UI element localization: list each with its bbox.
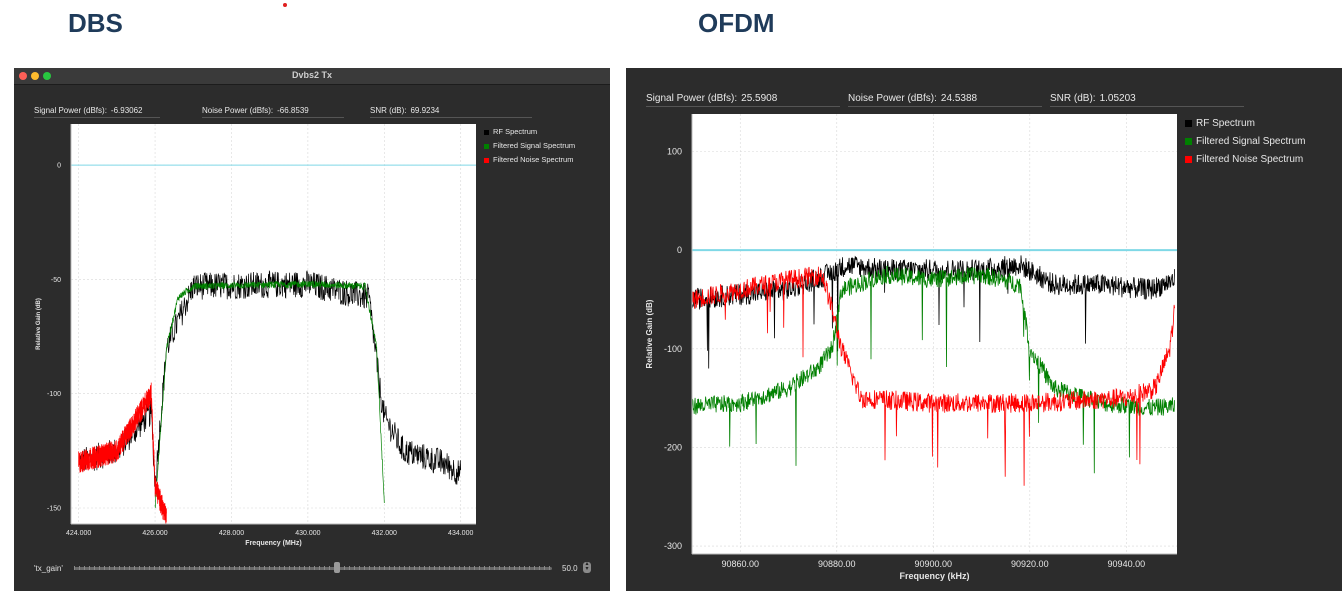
- legend-swatch: [484, 158, 489, 163]
- x-tick-label: 428.000: [219, 530, 244, 537]
- dbs-titlebar: Dvbs2 Tx: [14, 68, 610, 85]
- y-tick-label: 100: [667, 146, 682, 156]
- ofdm-heading: OFDM: [698, 8, 775, 38]
- y-tick-label: -100: [664, 344, 682, 354]
- legend-label: Filtered Signal Spectrum: [493, 141, 575, 150]
- y-tick-label: -200: [664, 442, 682, 452]
- dbs-snr: SNR (dB): 69.9234: [370, 106, 439, 115]
- tx-gain-slider-handle[interactable]: [333, 562, 340, 573]
- snr-value: 69.9234: [410, 106, 440, 115]
- dbs-signal-power: Signal Power (dBfs): -6.93062: [34, 106, 143, 115]
- legend-label: RF Spectrum: [493, 127, 537, 136]
- snr-label: SNR (dB):: [1050, 93, 1096, 104]
- snr-label: SNR (dB):: [370, 106, 407, 115]
- dbs-spectrum-chart: 424.000 426.000 428.000 430.000 432.000 434.0…: [36, 124, 575, 547]
- x-axis-label: Frequency (MHz): [245, 540, 301, 547]
- series-filtered-signal-spectrum: [154, 279, 385, 508]
- legend-swatch: [1185, 156, 1192, 163]
- y-tick-label: -50: [51, 277, 61, 284]
- snr-value: 1.05203: [1099, 93, 1136, 104]
- x-tick-label: 434.000: [448, 530, 473, 537]
- y-tick-label: -150: [47, 505, 61, 512]
- x-tick-label: 430.000: [295, 530, 320, 537]
- x-tick-label: 424.000: [66, 530, 91, 537]
- x-tick-label: 90900.00: [915, 559, 953, 569]
- legend-swatch: [1185, 138, 1192, 145]
- signal-power-value: -6.93062: [110, 106, 143, 115]
- noise-power-value: -66.8539: [277, 106, 309, 115]
- legend: RF Spectrum Filtered Signal Spectrum Filte…: [1185, 118, 1306, 165]
- x-axis-label: Frequency (kHz): [899, 571, 969, 581]
- dbs-heading: DBS: [68, 8, 123, 38]
- series-rf-spectrum: [692, 255, 1175, 369]
- plot-area[interactable]: [692, 114, 1177, 554]
- legend-label: Filtered Signal Spectrum: [1196, 136, 1306, 147]
- series-filtered-noise-spectrum: [692, 266, 1175, 486]
- ofdm-spectrum-chart: 90860.00 90880.00 90900.00 90920.00 90940.00…: [645, 114, 1306, 581]
- y-tick-label: 0: [677, 245, 682, 255]
- dbs-window: Dvbs2 Tx Signal Power (dBfs): -6.93062 No…: [14, 68, 610, 591]
- signal-power-value: 25.5908: [741, 93, 778, 104]
- dbs-window-title: Dvbs2 Tx: [291, 70, 333, 80]
- y-tick-label: 0: [57, 162, 61, 169]
- ofdm-snr: SNR (dB): 1.05203: [1050, 93, 1136, 104]
- series-filtered-signal-spectrum: [692, 265, 1175, 474]
- noise-power-label: Noise Power (dBfs):: [848, 93, 937, 104]
- plot-area[interactable]: [71, 124, 476, 524]
- legend-label: Filtered Noise Spectrum: [493, 155, 573, 164]
- legend-label: Filtered Noise Spectrum: [1196, 154, 1303, 165]
- red-dot-marker: [283, 3, 287, 7]
- tx-gain-label: 'tx_gain': [34, 564, 63, 573]
- x-tick-label: 90940.00: [1108, 559, 1146, 569]
- x-tick-label: 90920.00: [1011, 559, 1049, 569]
- y-tick-label: -100: [47, 391, 61, 398]
- signal-power-label: Signal Power (dBfs):: [34, 106, 107, 115]
- y-axis-label: Relative Gain (dB): [36, 298, 42, 350]
- x-tick-label: 426.000: [142, 530, 167, 537]
- ofdm-noise-power: Noise Power (dBfs): 24.5388: [848, 93, 977, 104]
- legend-label: RF Spectrum: [1196, 118, 1255, 129]
- dbs-noise-power: Noise Power (dBfs): -66.8539: [202, 106, 309, 115]
- legend-swatch: [484, 130, 489, 135]
- ofdm-window: Signal Power (dBfs): 25.5908 Noise Power …: [626, 68, 1342, 591]
- ofdm-signal-power: Signal Power (dBfs): 25.5908: [646, 93, 777, 104]
- tx-gain-value[interactable]: 50.0: [562, 564, 578, 573]
- series-filtered-noise-spectrum: [78, 382, 167, 524]
- minimize-dot-icon[interactable]: [31, 72, 39, 80]
- x-tick-label: 432.000: [372, 530, 397, 537]
- x-tick-label: 90860.00: [721, 559, 759, 569]
- close-dot-icon[interactable]: [19, 72, 27, 80]
- legend: RF Spectrum Filtered Signal Spectrum Filte…: [484, 127, 575, 164]
- legend-swatch: [1185, 120, 1192, 127]
- signal-power-label: Signal Power (dBfs):: [646, 93, 738, 104]
- legend-swatch: [484, 144, 489, 149]
- noise-power-label: Noise Power (dBfs):: [202, 106, 274, 115]
- x-tick-label: 90880.00: [818, 559, 856, 569]
- noise-power-value: 24.5388: [940, 93, 978, 104]
- maximize-dot-icon[interactable]: [43, 72, 51, 80]
- y-tick-label: -300: [664, 541, 682, 551]
- y-axis-label: Relative Gain (dB): [645, 299, 654, 368]
- spinner-arrows-icon[interactable]: ▴ ▾: [583, 561, 591, 573]
